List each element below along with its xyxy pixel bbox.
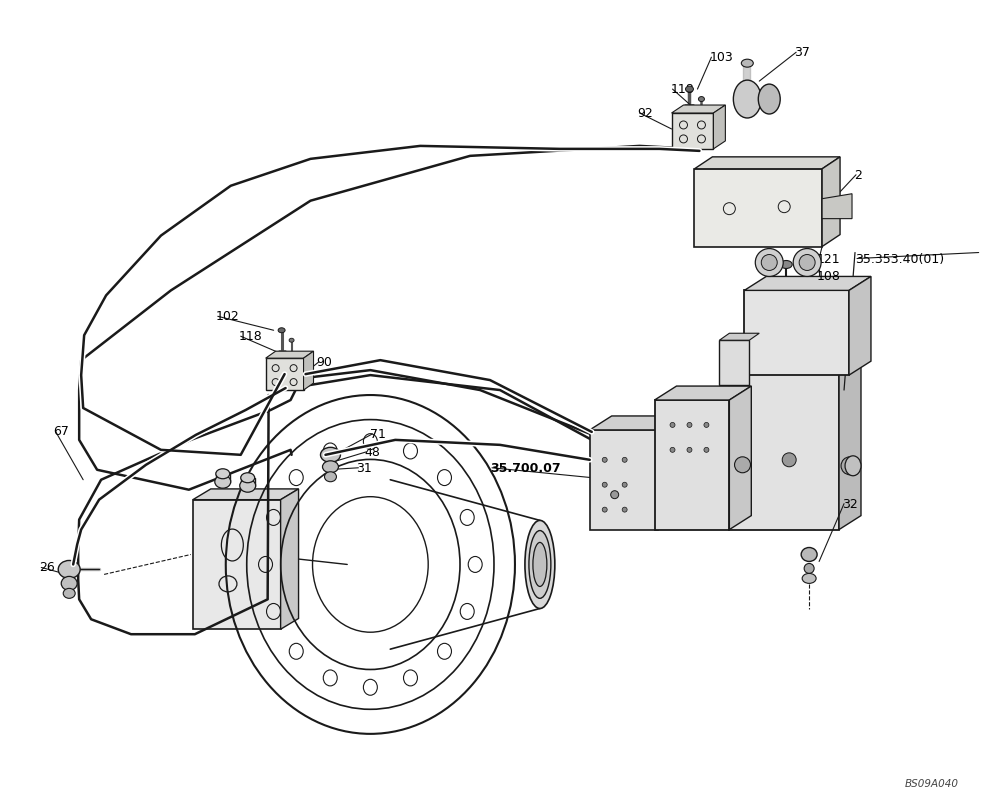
Text: 32: 32	[842, 498, 858, 511]
Polygon shape	[672, 105, 725, 113]
Text: 2: 2	[854, 169, 862, 182]
Ellipse shape	[698, 97, 704, 102]
Ellipse shape	[324, 472, 336, 482]
Ellipse shape	[322, 461, 338, 473]
Polygon shape	[655, 400, 729, 529]
Polygon shape	[281, 489, 299, 629]
Ellipse shape	[602, 482, 607, 487]
Ellipse shape	[704, 423, 709, 427]
Polygon shape	[694, 157, 840, 169]
Polygon shape	[193, 489, 299, 499]
Ellipse shape	[741, 59, 753, 67]
Text: 102: 102	[216, 310, 240, 323]
Polygon shape	[266, 358, 304, 390]
Ellipse shape	[687, 423, 692, 427]
Text: 35.353.40(01): 35.353.40(01)	[855, 253, 944, 266]
Text: 67: 67	[53, 425, 69, 438]
Polygon shape	[729, 356, 861, 370]
Circle shape	[799, 255, 815, 271]
Ellipse shape	[525, 520, 555, 608]
Ellipse shape	[670, 423, 675, 427]
Polygon shape	[744, 290, 849, 375]
Ellipse shape	[802, 574, 816, 583]
Ellipse shape	[622, 482, 627, 487]
Ellipse shape	[278, 328, 285, 333]
Polygon shape	[672, 113, 713, 149]
Polygon shape	[719, 333, 759, 340]
Polygon shape	[744, 276, 871, 290]
Ellipse shape	[529, 531, 551, 599]
Ellipse shape	[611, 490, 619, 499]
Polygon shape	[719, 340, 749, 385]
Text: 26: 26	[39, 562, 55, 574]
Polygon shape	[655, 386, 751, 400]
Text: 71: 71	[370, 428, 386, 441]
Ellipse shape	[320, 448, 340, 462]
Circle shape	[782, 452, 796, 467]
Ellipse shape	[845, 456, 861, 476]
Ellipse shape	[622, 507, 627, 512]
Text: 90: 90	[317, 356, 332, 369]
Circle shape	[761, 255, 777, 271]
Polygon shape	[839, 356, 861, 529]
Polygon shape	[590, 430, 658, 529]
Ellipse shape	[602, 507, 607, 512]
Polygon shape	[822, 157, 840, 246]
Ellipse shape	[63, 588, 75, 599]
Circle shape	[841, 457, 859, 475]
Ellipse shape	[733, 80, 761, 118]
Polygon shape	[694, 169, 822, 246]
Text: 92: 92	[638, 107, 653, 120]
Polygon shape	[658, 416, 680, 529]
Polygon shape	[193, 499, 281, 629]
Circle shape	[793, 249, 821, 276]
Circle shape	[755, 249, 783, 276]
Polygon shape	[713, 105, 725, 149]
Ellipse shape	[241, 473, 255, 482]
Ellipse shape	[685, 86, 693, 92]
Ellipse shape	[780, 260, 792, 268]
Text: 103: 103	[709, 51, 733, 64]
Ellipse shape	[602, 457, 607, 462]
Ellipse shape	[215, 475, 231, 488]
Ellipse shape	[216, 469, 230, 479]
Text: 35.700.07: 35.700.07	[490, 462, 561, 475]
Ellipse shape	[240, 479, 256, 492]
Ellipse shape	[704, 448, 709, 452]
Polygon shape	[822, 194, 852, 219]
Text: 121: 121	[817, 253, 841, 266]
Ellipse shape	[670, 448, 675, 452]
Text: 118: 118	[671, 83, 694, 96]
Ellipse shape	[533, 542, 547, 587]
Polygon shape	[590, 416, 680, 430]
Text: 118: 118	[239, 330, 262, 343]
Ellipse shape	[58, 561, 80, 579]
Polygon shape	[729, 386, 751, 529]
Text: BS09A040: BS09A040	[905, 779, 959, 789]
Polygon shape	[266, 351, 314, 358]
Polygon shape	[849, 276, 871, 375]
Text: 108: 108	[817, 271, 841, 284]
Polygon shape	[729, 370, 839, 529]
Ellipse shape	[687, 448, 692, 452]
Ellipse shape	[758, 84, 780, 114]
Text: 31: 31	[356, 462, 372, 475]
Ellipse shape	[289, 339, 294, 343]
Text: 48: 48	[364, 446, 380, 459]
Ellipse shape	[801, 548, 817, 562]
Text: 37: 37	[794, 46, 810, 59]
Ellipse shape	[622, 457, 627, 462]
Ellipse shape	[804, 563, 814, 574]
Ellipse shape	[61, 576, 77, 591]
Circle shape	[735, 457, 751, 473]
Polygon shape	[304, 351, 314, 390]
